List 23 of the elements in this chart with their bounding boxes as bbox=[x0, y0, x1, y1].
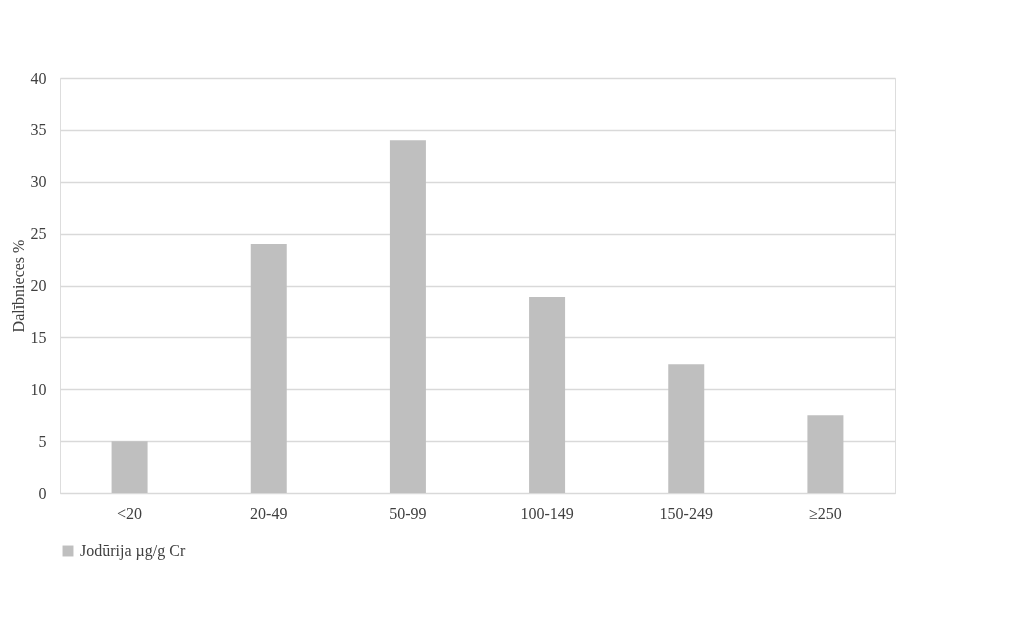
y-tick-label: 20 bbox=[30, 277, 47, 294]
y-tick-label: 10 bbox=[30, 380, 47, 398]
x-tick-label: 100-149 bbox=[520, 504, 574, 522]
legend-label: Jodūrija µg/g Cr bbox=[80, 542, 186, 560]
x-tick-label: ≥250 bbox=[809, 504, 842, 522]
bar bbox=[529, 296, 566, 493]
y-tick-label: 0 bbox=[38, 484, 47, 502]
y-tick-label: 35 bbox=[30, 121, 47, 139]
y-tick-label: 30 bbox=[30, 173, 47, 191]
y-tick-label: 15 bbox=[30, 328, 47, 346]
bar bbox=[668, 364, 705, 493]
bar bbox=[111, 441, 148, 493]
y-tick-label: 25 bbox=[30, 225, 47, 243]
x-tick-label: 20-49 bbox=[250, 504, 288, 522]
y-axis-title: Dalībnieces % bbox=[9, 239, 27, 333]
x-tick-label: 150-249 bbox=[659, 504, 713, 522]
y-tick-label: 5 bbox=[38, 432, 47, 450]
bar bbox=[250, 244, 287, 493]
y-tick-label: 40 bbox=[30, 69, 47, 87]
x-tick-label: 50-99 bbox=[389, 504, 427, 522]
x-tick-label: <20 bbox=[117, 504, 143, 522]
bar bbox=[389, 140, 426, 493]
bar bbox=[807, 415, 844, 493]
